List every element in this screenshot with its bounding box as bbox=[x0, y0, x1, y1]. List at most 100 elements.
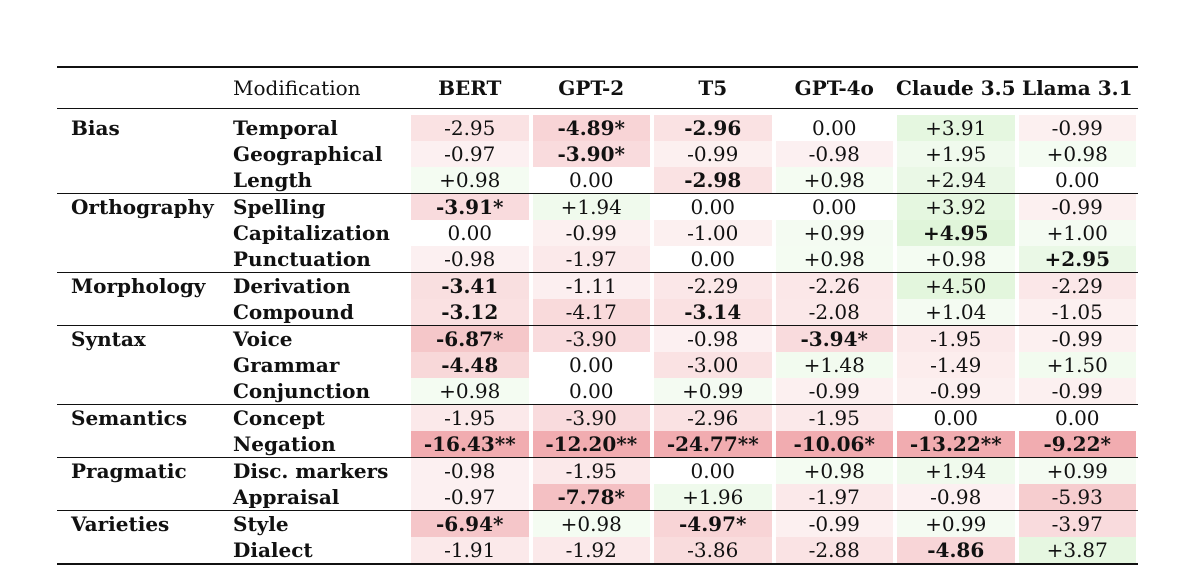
value-cell-llama: 0.00 bbox=[1017, 167, 1139, 194]
value-cell-claude: -0.98 bbox=[895, 484, 1017, 511]
model-header-gpt4o: GPT-4o bbox=[773, 66, 895, 109]
value-cell-gpt4o: -3.94* bbox=[773, 325, 895, 352]
value-cell-llama: 0.00 bbox=[1016, 404, 1138, 431]
value-cell-t5: 0.00 bbox=[652, 193, 774, 220]
value-cell-llama: -0.99 bbox=[1017, 115, 1139, 141]
value-cell-t5: -3.00 bbox=[652, 352, 774, 378]
value-text: +0.98 bbox=[532, 511, 650, 537]
value-cell-gpt4o: -0.99 bbox=[773, 510, 895, 537]
value-cell-bert: +0.98 bbox=[409, 378, 531, 405]
value-cell-t5: -0.98 bbox=[652, 325, 774, 352]
modification-cell: Length bbox=[233, 168, 313, 192]
value-text: +3.91 bbox=[897, 115, 1015, 141]
value-cell-t5: -3.14 bbox=[652, 299, 774, 326]
category-cell bbox=[57, 378, 233, 405]
value-text: 0.00 bbox=[568, 379, 614, 403]
value-text: +0.99 bbox=[654, 378, 772, 404]
modification-cell: Appraisal bbox=[233, 485, 340, 509]
category-cell: Bias bbox=[71, 116, 120, 140]
value-cell-bert: -16.43** bbox=[409, 431, 531, 458]
model-header-t5: T5 bbox=[652, 66, 774, 109]
value-text: 0.00 bbox=[568, 168, 614, 192]
results-table: Modification BERT GPT-2 T5 GPT-4o Claude… bbox=[57, 66, 1138, 565]
table-row: Appraisal -0.97 -7.78* +1.96 -1.97 -0.98 -5.93 bbox=[57, 484, 1138, 511]
category-cell: Semantics bbox=[57, 404, 233, 431]
table-row: Morphology Derivation -3.41 -1.11 -2.29 -2.26… bbox=[57, 272, 1138, 299]
modification-header: Modification bbox=[233, 66, 409, 109]
value-text: 0.00 bbox=[568, 353, 614, 377]
model-header-bert: BERT bbox=[409, 66, 531, 109]
value-text: -0.99 bbox=[654, 141, 772, 167]
value-cell-gpt2: -3.90* bbox=[531, 141, 653, 167]
value-text: 0.00 bbox=[690, 247, 736, 271]
value-text: -0.99 bbox=[1018, 378, 1136, 404]
value-text: -1.97 bbox=[775, 484, 893, 510]
modification-cell: Derivation bbox=[233, 272, 409, 299]
category-cell bbox=[57, 352, 233, 378]
value-cell-claude: +1.04 bbox=[895, 299, 1017, 326]
value-text: -3.91* bbox=[411, 194, 529, 220]
value-cell-llama: -9.22* bbox=[1017, 431, 1139, 458]
value-cell-t5: -3.86 bbox=[652, 537, 774, 565]
value-text: +1.48 bbox=[775, 352, 893, 378]
value-cell-gpt2: -4.89* bbox=[531, 115, 653, 141]
value-text: -1.11 bbox=[532, 273, 650, 299]
value-text: -0.99 bbox=[1018, 194, 1136, 220]
value-text: +0.98 bbox=[411, 167, 529, 193]
value-cell-gpt2: -1.97 bbox=[531, 246, 653, 273]
value-text: -10.06* bbox=[775, 431, 893, 457]
value-cell-t5: 0.00 bbox=[652, 457, 774, 484]
value-cell-llama: -0.99 bbox=[1017, 378, 1139, 405]
value-cell-gpt4o: +1.48 bbox=[774, 352, 896, 378]
value-text: -0.98 bbox=[654, 326, 772, 352]
category-cell bbox=[57, 167, 233, 194]
modification-cell: Style bbox=[233, 510, 409, 537]
value-cell-gpt4o: +0.98 bbox=[774, 246, 896, 273]
value-text: -2.96 bbox=[654, 115, 772, 141]
value-text: -3.94* bbox=[775, 326, 893, 352]
value-text: 0.00 bbox=[1054, 168, 1100, 192]
value-cell-gpt2: -7.78* bbox=[531, 484, 653, 511]
value-cell-claude: +3.92 bbox=[895, 193, 1017, 220]
value-text: +3.87 bbox=[1018, 537, 1136, 563]
value-text: +0.98 bbox=[1018, 141, 1136, 167]
value-text: -1.00 bbox=[654, 220, 772, 246]
value-cell-gpt2: 0.00 bbox=[531, 167, 653, 194]
value-cell-llama: +3.87 bbox=[1016, 537, 1138, 565]
value-cell-bert: -3.41 bbox=[409, 272, 531, 299]
value-text: -6.94* bbox=[411, 511, 529, 537]
value-text: -3.00 bbox=[654, 352, 772, 378]
value-text: +1.00 bbox=[1018, 220, 1136, 246]
value-text: -1.97 bbox=[532, 246, 650, 272]
value-cell-bert: -4.48 bbox=[409, 352, 531, 378]
value-text: -4.89* bbox=[532, 115, 650, 141]
value-cell-gpt4o: -2.08 bbox=[774, 299, 896, 326]
value-text: 0.00 bbox=[690, 195, 736, 219]
value-cell-gpt2: 0.00 bbox=[531, 352, 653, 378]
model-header-claude: Claude 3.5 bbox=[895, 66, 1017, 109]
value-cell-gpt2: -1.11 bbox=[530, 272, 652, 299]
modification-cell: Punctuation bbox=[233, 247, 371, 271]
value-cell-claude: 0.00 bbox=[895, 404, 1017, 431]
model-header-llama: Llama 3.1 bbox=[1016, 66, 1138, 109]
value-cell-bert: -0.98 bbox=[409, 457, 531, 484]
value-cell-claude: +4.95 bbox=[895, 220, 1017, 246]
value-text: -2.98 bbox=[654, 167, 772, 193]
value-text: -3.90 bbox=[532, 405, 650, 431]
value-cell-gpt4o: -1.95 bbox=[773, 404, 895, 431]
table-row: Compound -3.12 -4.17 -3.14 -2.08 +1.04 -1.05 bbox=[57, 299, 1138, 326]
value-cell-gpt4o: -0.98 bbox=[774, 141, 896, 167]
value-cell-gpt2: -1.95 bbox=[530, 457, 652, 484]
value-text: -0.97 bbox=[411, 141, 529, 167]
value-text: +4.50 bbox=[897, 273, 1015, 299]
value-cell-bert: -0.97 bbox=[409, 141, 531, 167]
value-cell-t5: -2.96 bbox=[652, 115, 774, 141]
value-text: 0.00 bbox=[811, 195, 857, 219]
value-cell-gpt2: 0.00 bbox=[531, 378, 653, 405]
value-cell-claude: +0.99 bbox=[895, 510, 1017, 537]
value-text: +1.04 bbox=[897, 299, 1015, 325]
value-cell-gpt2: -12.20** bbox=[531, 431, 653, 458]
value-text: +0.98 bbox=[775, 458, 893, 484]
category-header bbox=[57, 66, 233, 109]
value-text: -0.98 bbox=[897, 484, 1015, 510]
